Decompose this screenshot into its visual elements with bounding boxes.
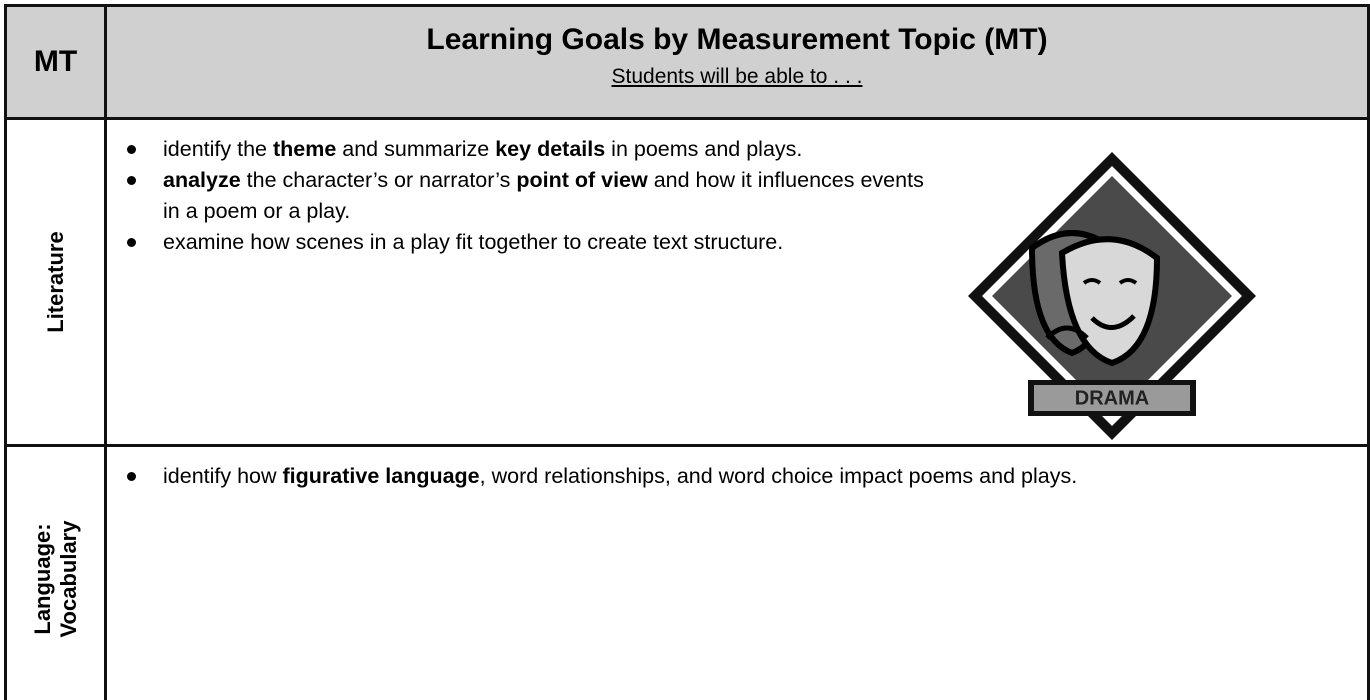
topic: Literature xyxy=(43,231,69,332)
topic-line: Vocabulary xyxy=(55,520,81,638)
goal-text: , word relationships, and word choice im… xyxy=(479,464,1078,488)
goal-text: identify the xyxy=(163,137,273,161)
topic-cell: Language: Vocabulary xyxy=(4,444,107,700)
drama-icon: DRAMA xyxy=(968,152,1256,440)
goals-cell: identify how figurative language, word r… xyxy=(104,444,1370,700)
goals-cell: DRAMA identify the theme and summarize k… xyxy=(104,117,1370,447)
goal-bold-text: theme xyxy=(272,137,337,161)
goal-list: identify the theme and summarize key det… xyxy=(125,134,945,258)
header-topic: MT xyxy=(33,45,78,78)
header-title-cell: Learning Goals by Measurement Topic (MT)… xyxy=(104,4,1370,120)
goal-bold-text: analyze xyxy=(163,168,241,192)
header-topic-cell: MT xyxy=(4,4,107,120)
goal-item: identify how figurative language, word r… xyxy=(125,461,1325,492)
goal-text: and summarize xyxy=(336,137,496,161)
goal-bold-text: key details xyxy=(495,137,606,161)
topic-line: Literature xyxy=(42,231,68,333)
goal-item: identify the theme and summarize key det… xyxy=(125,134,945,165)
goal-text: the character’s or narrator’s xyxy=(240,168,517,192)
header-title: Learning Goals by Measurement Topic (MT) xyxy=(426,23,1048,56)
drama-label: DRAMA xyxy=(1075,387,1149,409)
goal-text: and how it influences events in a poem o… xyxy=(163,168,924,223)
goal-bold-text: figurative language xyxy=(282,464,480,488)
goal-text: identify how xyxy=(163,464,283,488)
goal-bold-text: point of view xyxy=(516,168,648,192)
topic-cell: Literature xyxy=(4,117,107,447)
goal-item: examine how scenes in a play fit togethe… xyxy=(125,227,945,258)
goal-text: in poems and plays. xyxy=(605,137,803,161)
goal-list: identify how figurative language, word r… xyxy=(125,461,1325,492)
header-subtitle: Students will be able to . . . xyxy=(611,65,863,88)
topic-line: Language: xyxy=(29,523,55,635)
goal-text: examine how scenes in a play fit togethe… xyxy=(163,230,784,254)
goal-item: analyze the character’s or narrator’s po… xyxy=(125,165,945,227)
topic: Language: Vocabulary xyxy=(30,521,82,638)
